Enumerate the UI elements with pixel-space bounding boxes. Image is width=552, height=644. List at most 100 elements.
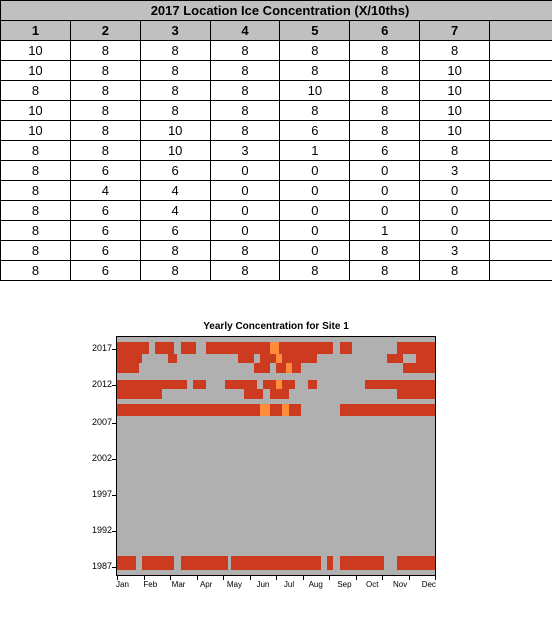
table-cell: 3 [420,161,490,181]
ice-concentration-table: 2017 Location Ice Concentration (X/10ths… [0,0,552,281]
col-header: 2 [70,21,140,41]
table-cell: 10 [1,121,71,141]
heatmap-plot [116,336,436,576]
heatmap-stripe [231,556,320,570]
table-cell: 0 [210,201,280,221]
table-cell: 8 [1,161,71,181]
table-cell: 8 [140,41,210,61]
table-cell: 0 [350,201,420,221]
table-row: 1081086810 [1,121,552,141]
table-cell: 10 [420,101,490,121]
heatmap-stripe [117,363,139,373]
table-row: 88103168 [1,141,552,161]
table-cell: 6 [70,201,140,221]
table-cell: 8 [350,121,420,141]
table-cell: 0 [350,181,420,201]
table-cell [490,221,552,241]
table-cell: 0 [210,161,280,181]
chart-title: Yearly Concentration for Site 1 [86,321,466,332]
heatmap-stripe [155,342,174,354]
heatmap-band [117,380,435,390]
table-cell: 8 [350,101,420,121]
heatmap-stripe [397,389,435,399]
table-cell: 8 [210,61,280,81]
table-title: 2017 Location Ice Concentration (X/10ths… [1,1,552,21]
x-tick-label: Dec [422,580,436,589]
table-cell: 8 [210,41,280,61]
x-tick-label: Sep [337,580,351,589]
table-cell: 4 [140,181,210,201]
heatmap-stripe [270,342,280,354]
table-cell: 10 [420,81,490,101]
x-tick-label: Jun [256,580,269,589]
table-cell: 8 [1,241,71,261]
table-cell: 6 [140,161,210,181]
table-cell: 0 [280,181,350,201]
heatmap-stripe [117,389,162,399]
table-cell: 8 [280,261,350,281]
table-cell: 0 [350,161,420,181]
table-cell: 6 [70,161,140,181]
heatmap-band [117,354,435,364]
table-cell: 6 [70,221,140,241]
table-cell: 8 [70,141,140,161]
table-cell: 8 [210,101,280,121]
table-cell: 8 [140,61,210,81]
table-row: 8660003 [1,161,552,181]
table-cell: 8 [420,261,490,281]
y-tick-label: 1992 [92,525,112,535]
table-cell: 10 [140,141,210,161]
table-cell: 8 [350,61,420,81]
col-header: 1 [1,21,71,41]
table-cell: 8 [420,141,490,161]
y-tick-label: 2002 [92,453,112,463]
heatmap-band [117,363,435,373]
table-cell: 8 [140,261,210,281]
col-header [490,21,552,41]
heatmap-stripe [276,354,282,364]
table-cell: 10 [140,121,210,141]
table-cell: 8 [280,41,350,61]
table-cell: 0 [280,161,350,181]
table-cell: 8 [70,61,140,81]
table-cell: 8 [1,201,71,221]
heatmap-stripe [286,363,292,373]
table-cell: 8 [420,41,490,61]
heatmap-stripe [117,380,187,390]
x-tick-label: Nov [393,580,407,589]
heatmap-stripe [397,342,435,354]
heatmap-stripe [397,556,435,570]
table-cell: 8 [350,41,420,61]
heatmap-stripe [117,354,142,364]
heatmap-stripe [387,354,403,364]
table-cell: 8 [210,81,280,101]
heatmap-stripe [308,380,318,390]
col-header: 3 [140,21,210,41]
table-cell: 8 [210,261,280,281]
table-cell: 0 [420,201,490,221]
heatmap-stripe [117,404,435,416]
heatmap-stripe [260,354,317,364]
heatmap-stripe [117,556,136,570]
table-cell [490,261,552,281]
heatmap-stripe [244,389,263,399]
col-header: 7 [420,21,490,41]
heatmap-stripe [282,404,288,416]
table-cell: 8 [1,181,71,201]
table-cell: 4 [140,201,210,221]
table-cell [490,181,552,201]
y-tick-label: 2017 [92,343,112,353]
table-cell: 8 [280,61,350,81]
heatmap-band [117,556,435,570]
table-row: 888810810 [1,81,552,101]
table-cell [490,241,552,261]
heatmap-stripe [206,342,244,354]
table-cell [490,101,552,121]
table-cell: 4 [70,181,140,201]
table-cell: 8 [70,41,140,61]
table-cell: 8 [280,101,350,121]
heatmap-stripe [181,556,229,570]
table-cell: 8 [70,101,140,121]
x-tick-label: Feb [143,580,157,589]
table-cell [490,41,552,61]
